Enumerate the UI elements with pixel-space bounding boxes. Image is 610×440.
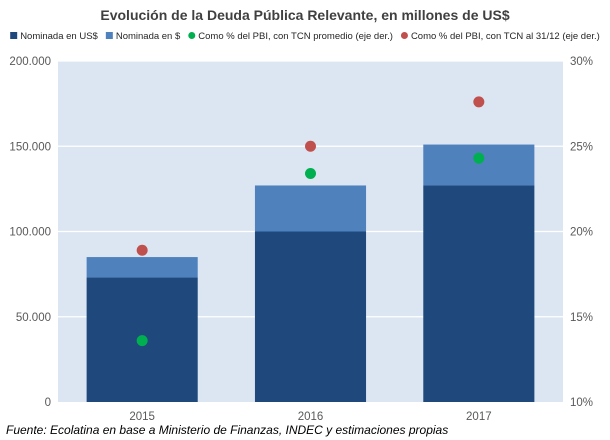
- legend-swatch: [105, 32, 113, 39]
- y-left-tick-label: 50.000: [16, 312, 51, 324]
- y-left-tick-label: 0: [45, 397, 51, 409]
- point-tcn-promedio-2015: [136, 335, 148, 347]
- legend-marker: [400, 32, 408, 39]
- x-axis: 2015 2016 2017: [129, 411, 491, 423]
- legend-label: Como % del PBI, con TCN promedio (eje de…: [198, 31, 393, 42]
- y-left-tick-label: 150.000: [9, 141, 51, 153]
- bar-usd-2017: [423, 185, 535, 402]
- point-tcn-promedio-2016: [305, 168, 316, 180]
- y-right-tick-label: 20%: [570, 227, 593, 239]
- y-right-tick-label: 15%: [570, 312, 593, 324]
- chart-title: Evolución de la Deuda Pública Relevante,…: [100, 7, 509, 23]
- legend: Nominada en US$ Nominada en $ Como % del P…: [10, 31, 600, 42]
- x-tick-label: 2017: [466, 411, 492, 423]
- bar-pesos-2016: [254, 185, 367, 232]
- bar-pesos-2017: [423, 144, 535, 186]
- y-left-tick-label: 100.000: [9, 227, 51, 239]
- x-tick-label: 2015: [129, 411, 155, 423]
- point-tcn-31-12-2017: [473, 96, 485, 108]
- points: [136, 96, 485, 347]
- y-left-tick-label: 200.000: [9, 56, 51, 68]
- legend-item: Como % del PBI, con TCN al 31/12 (eje de…: [400, 31, 600, 42]
- y-axis-left: 0 50.000 100.000 150.000 200.000: [9, 56, 51, 409]
- legend-label: Nominada en $: [116, 31, 181, 42]
- legend-swatch: [10, 32, 18, 39]
- legend-item: Nominada en US$: [10, 31, 99, 42]
- source-note: Fuente: Ecolatina en base a Ministerio d…: [6, 423, 448, 437]
- legend-label: Como % del PBI, con TCN al 31/12 (eje de…: [411, 31, 600, 42]
- bar-usd-2016: [254, 231, 367, 402]
- y-right-tick-label: 10%: [570, 397, 593, 409]
- legend-item: Como % del PBI, con TCN promedio (eje de…: [188, 31, 393, 42]
- y-axis-right: 10% 15% 20% 25% 30%: [570, 56, 593, 409]
- legend-marker: [188, 32, 196, 39]
- point-tcn-31-12-2016: [305, 140, 316, 152]
- point-tcn-promedio-2017: [473, 152, 485, 164]
- x-tick-label: 2016: [298, 411, 324, 423]
- bar-pesos-2015: [86, 257, 198, 278]
- legend-label: Nominada en US$: [20, 31, 98, 42]
- point-tcn-31-12-2015: [136, 244, 148, 256]
- y-right-tick-label: 30%: [570, 56, 593, 68]
- y-right-tick-label: 25%: [570, 141, 593, 153]
- legend-item: Nominada en $: [105, 31, 181, 42]
- bars: [86, 144, 535, 402]
